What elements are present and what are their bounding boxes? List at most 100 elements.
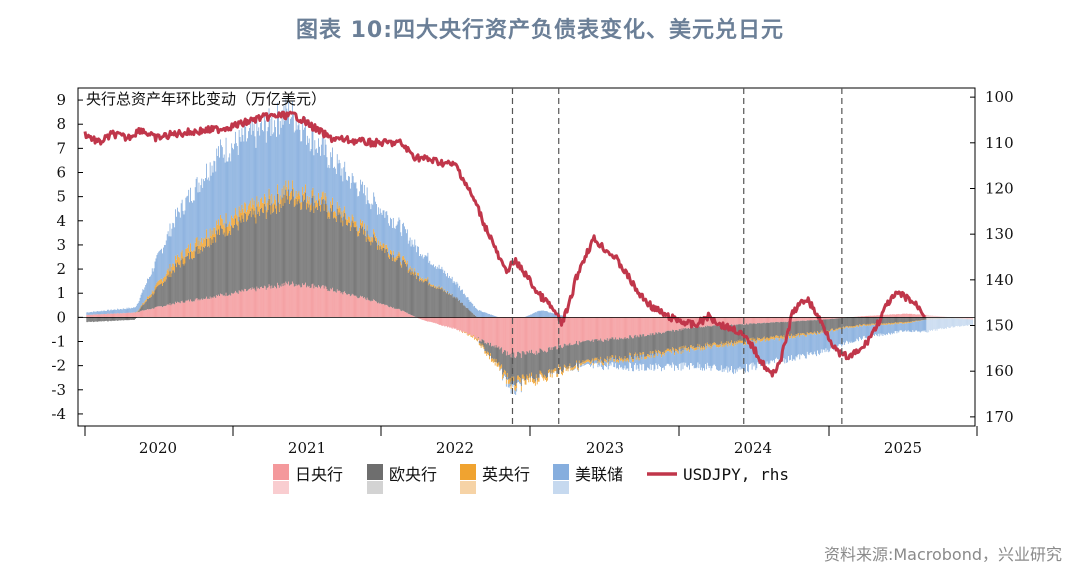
boe-bar <box>462 332 463 334</box>
fed-bar <box>629 354 631 363</box>
boe-bar <box>690 345 692 348</box>
ecb-bar <box>798 320 800 334</box>
fed-bar <box>212 172 214 235</box>
ecb-bar <box>450 295 452 318</box>
fed-bar <box>551 312 553 318</box>
boe-bar <box>832 328 833 330</box>
boe-bar <box>850 326 852 328</box>
ecb-bar <box>792 321 794 336</box>
boe-bar <box>282 197 284 206</box>
boj-bar <box>615 317 617 338</box>
fed-bar <box>540 310 542 318</box>
boj-bar <box>359 297 361 318</box>
ecb-bar <box>335 221 337 293</box>
boj-bar <box>731 317 732 325</box>
fed-bar <box>599 362 601 367</box>
ecb-bar <box>806 320 808 333</box>
ecb-bar <box>356 230 358 297</box>
fed-bar <box>809 333 811 353</box>
fed-bar <box>140 294 142 306</box>
legend-label: 日央行 <box>295 465 343 484</box>
fed-bar <box>461 289 462 303</box>
boj-bar <box>490 317 492 347</box>
fed-bar <box>652 353 654 365</box>
fed-bar <box>262 130 263 203</box>
ecb-bar <box>625 338 627 360</box>
fed-bar <box>663 355 665 370</box>
ecb-bar <box>127 317 129 320</box>
boe-bar <box>198 240 200 249</box>
fed-bar <box>490 314 492 318</box>
boe-bar <box>675 348 676 352</box>
fed-bar <box>969 319 971 325</box>
fed-bar <box>364 195 366 231</box>
boe-bar <box>394 258 396 262</box>
boj-bar <box>894 314 896 318</box>
fed-bar <box>738 343 740 370</box>
boj-bar <box>361 296 362 318</box>
boj-bar <box>639 317 641 335</box>
boj-bar <box>434 317 435 323</box>
boe-bar <box>348 216 349 223</box>
fed-bar <box>253 124 255 201</box>
ecb-bar <box>462 302 463 318</box>
boe-bar <box>222 225 224 235</box>
boe-bar <box>378 245 380 250</box>
fed-bar <box>108 310 110 315</box>
boj-bar <box>676 317 677 331</box>
boe-bar <box>693 348 695 351</box>
fed-bar <box>922 320 924 331</box>
boe-bar <box>710 346 712 349</box>
ecb-bar <box>494 347 496 363</box>
fed-bar <box>721 347 723 373</box>
boj-bar <box>374 300 376 318</box>
boj-bar <box>218 294 219 318</box>
fed-bar <box>333 167 334 212</box>
boj-bar <box>147 309 148 318</box>
ecb-bar <box>917 317 918 321</box>
boe-bar <box>185 248 187 257</box>
boj-bar <box>754 317 756 324</box>
boe-bar <box>843 326 845 328</box>
boe-bar <box>318 192 319 201</box>
boe-bar <box>804 333 805 336</box>
fed-bar <box>714 344 716 365</box>
ecb-bar <box>731 324 732 341</box>
fed-bar <box>204 181 205 240</box>
fed-bar <box>600 359 602 363</box>
boj-bar <box>341 292 343 318</box>
ecb-bar <box>364 235 366 299</box>
boj-bar <box>201 298 203 318</box>
boe-bar <box>335 215 337 222</box>
ecb-bar <box>676 330 677 349</box>
ecb-bar <box>279 204 281 286</box>
fed-bar <box>744 344 746 371</box>
fed-bar <box>106 309 108 314</box>
fed-bar <box>759 340 760 364</box>
ecb-bar <box>304 199 305 285</box>
boj-bar <box>179 303 181 318</box>
boe-bar <box>295 190 297 199</box>
fed-bar <box>165 240 167 274</box>
ecb-bar <box>682 329 684 351</box>
boj-bar <box>398 308 400 318</box>
fed-bar <box>528 315 530 318</box>
ecb-bar <box>330 208 332 289</box>
fed-bar <box>945 318 946 329</box>
fed-bar <box>366 187 368 226</box>
boe-bar <box>516 383 518 389</box>
boj-bar <box>163 306 164 318</box>
ecb-bar <box>418 275 419 318</box>
ecb-bar <box>534 354 536 382</box>
boe-bar <box>462 331 464 332</box>
boj-bar <box>523 317 525 353</box>
ecb-bar <box>391 255 392 307</box>
fed-bar <box>264 120 266 197</box>
boe-bar <box>859 324 860 326</box>
boj-bar <box>333 291 334 318</box>
fed-bar <box>695 350 697 369</box>
boe-bar <box>544 374 546 379</box>
fed-bar <box>547 311 548 318</box>
fed-bar <box>192 200 194 251</box>
boj-bar <box>660 317 661 333</box>
